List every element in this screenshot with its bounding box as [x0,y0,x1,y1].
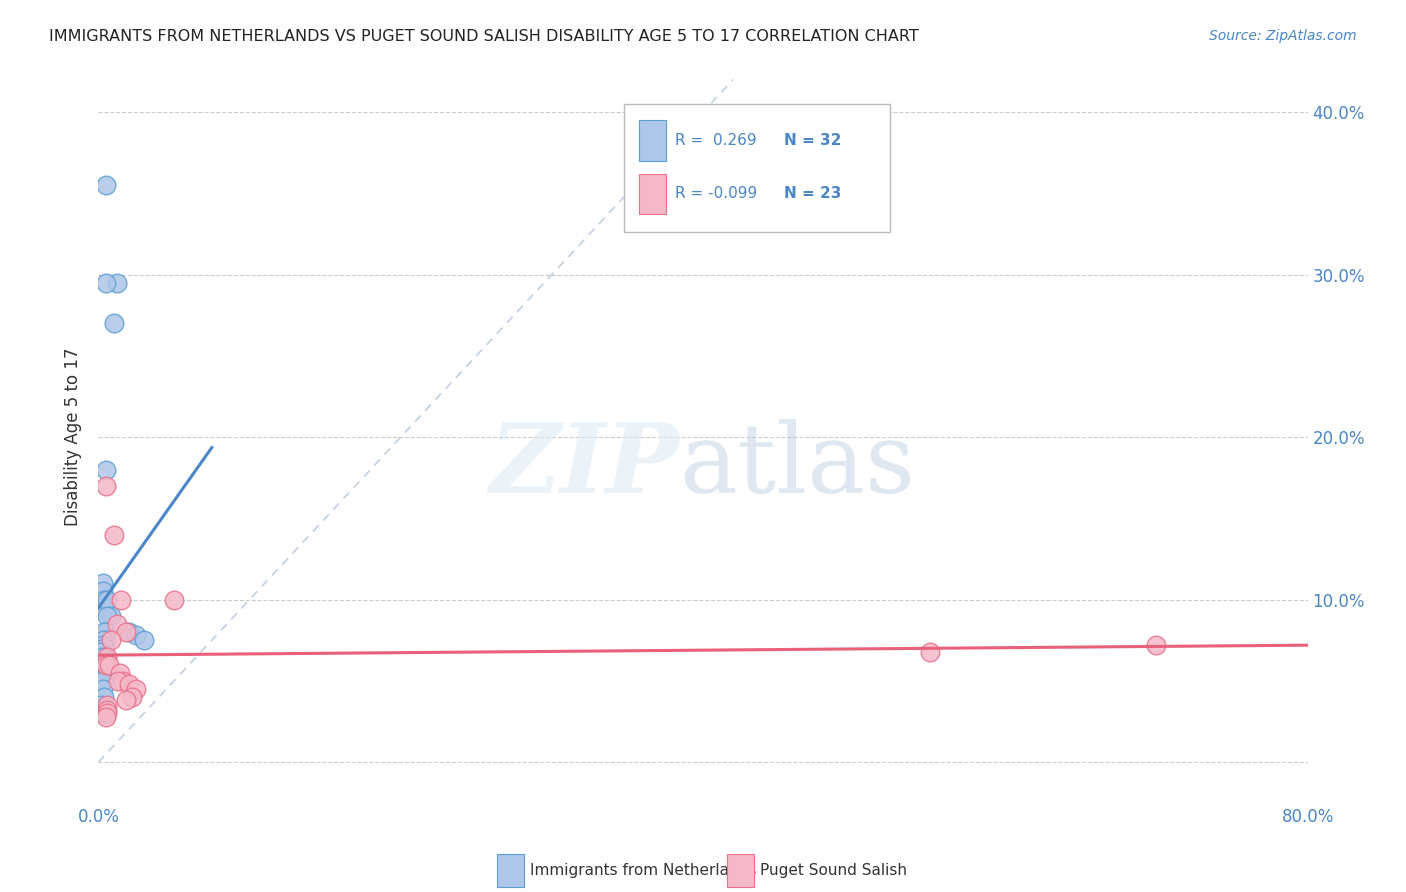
Point [103,316,125,330]
Y-axis label: Disability Age 5 to 17: Disability Age 5 to 17 [65,348,83,526]
Point [105,617,128,632]
Text: atlas: atlas [679,419,915,513]
Point [105,276,128,290]
Point [100,608,122,623]
Point [132,633,155,648]
Point [91,576,114,591]
Point [94,709,117,723]
Point [96,665,118,680]
Point [125,628,148,642]
Text: IMMIGRANTS FROM NETHERLANDS VS PUGET SOUND SALISH DISABILITY AGE 5 TO 17 CORRELA: IMMIGRANTS FROM NETHERLANDS VS PUGET SOU… [49,29,920,44]
Point [100,633,122,648]
FancyBboxPatch shape [638,120,665,161]
Point [96,698,118,713]
Point [96,592,118,607]
Point [108,665,131,680]
Point [93,657,115,672]
Point [90,645,112,659]
Point [93,600,115,615]
Text: Immigrants from Netherlands: Immigrants from Netherlands [530,863,756,879]
Point [125,681,148,696]
Point [118,677,141,691]
Point [118,625,141,640]
Point [90,698,112,713]
Point [918,645,941,659]
Point [91,673,114,688]
Point [96,703,118,717]
FancyBboxPatch shape [638,174,665,214]
Point [91,584,114,599]
Point [94,625,117,640]
Point [91,681,114,696]
Point [96,608,118,623]
Point [91,649,114,664]
FancyBboxPatch shape [498,854,524,887]
Point [94,479,117,493]
Point [91,706,114,721]
Text: N = 23: N = 23 [785,186,841,202]
Point [94,276,117,290]
Text: Puget Sound Salish: Puget Sound Salish [759,863,907,879]
FancyBboxPatch shape [727,854,754,887]
Point [107,673,129,688]
Point [93,625,115,640]
Point [114,693,136,707]
FancyBboxPatch shape [624,104,890,232]
Point [121,690,143,705]
Point [90,703,112,717]
Point [111,673,134,688]
Point [163,592,186,607]
Point [96,649,118,664]
Point [94,661,117,675]
Point [94,633,117,648]
Text: ZIP: ZIP [489,419,679,513]
Point [94,178,117,193]
Text: R = -0.099: R = -0.099 [675,186,758,202]
Point [103,527,125,541]
Point [93,690,115,705]
Point [1144,638,1167,652]
Point [94,462,117,476]
Point [98,657,121,672]
Point [114,625,136,640]
Point [93,641,115,656]
Point [93,592,115,607]
Point [110,592,132,607]
Point [91,638,114,652]
Point [91,633,114,648]
Point [96,706,118,721]
Point [94,657,117,672]
Text: R =  0.269: R = 0.269 [675,133,756,148]
Text: N = 32: N = 32 [785,133,841,148]
Text: Source: ZipAtlas.com: Source: ZipAtlas.com [1209,29,1357,43]
